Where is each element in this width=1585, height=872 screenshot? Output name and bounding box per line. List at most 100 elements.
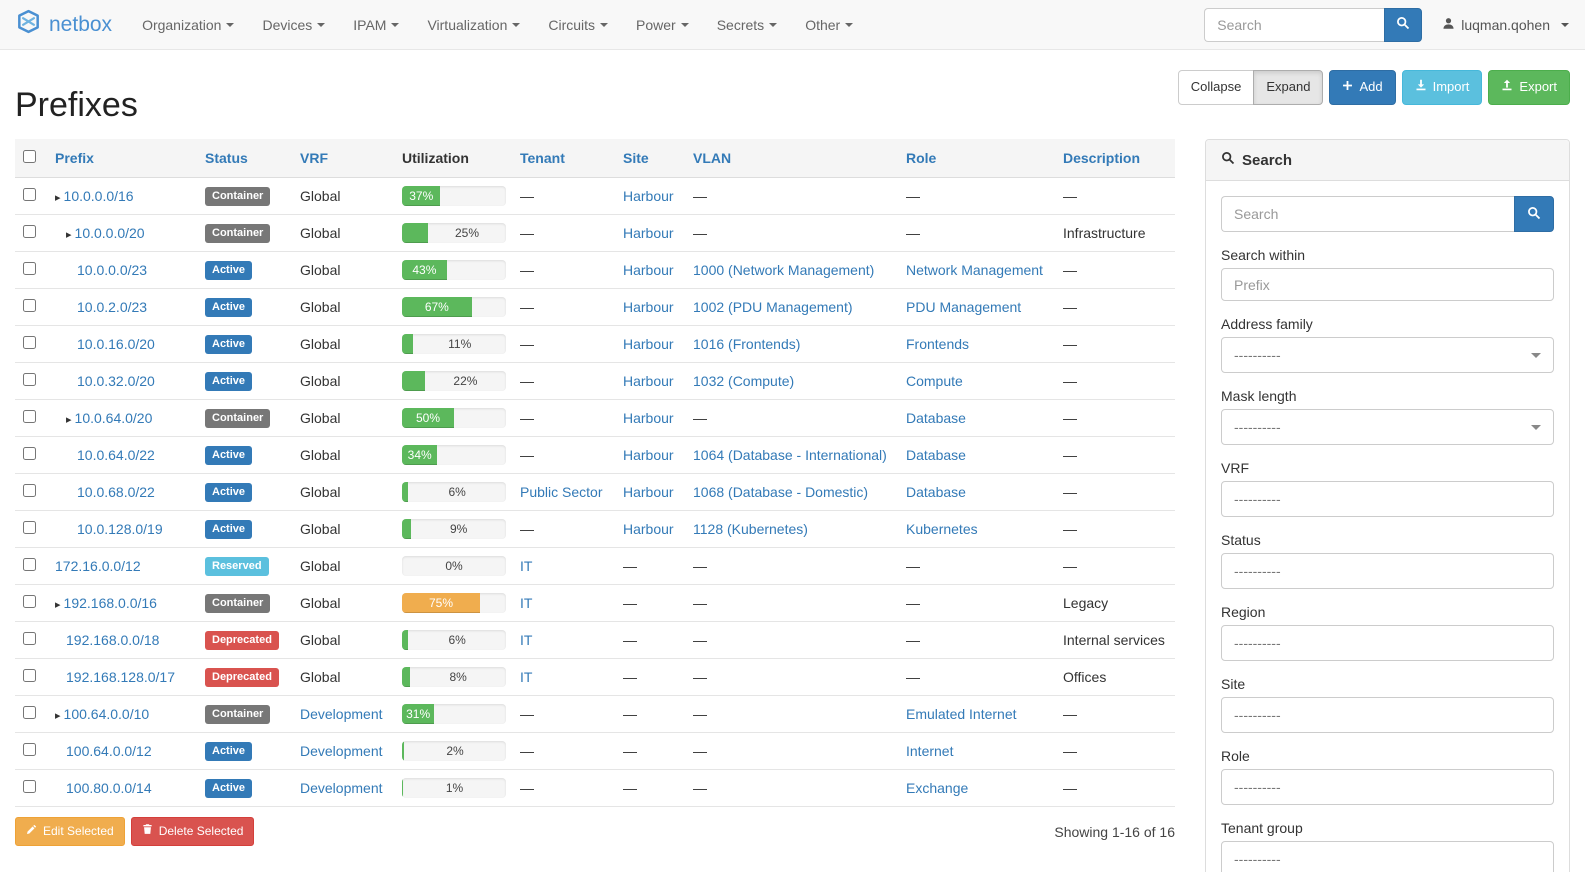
site-cell: — [615,621,685,659]
menu-ipam[interactable]: IPAM [339,0,413,50]
status-cell: Reserved [197,547,292,585]
row-checkbox[interactable] [23,780,36,793]
menu-devices[interactable]: Devices [248,0,339,50]
row-checkbox[interactable] [23,299,36,312]
prefix-link[interactable]: 10.0.0.0/23 [77,262,148,278]
row-checkbox[interactable] [23,595,36,608]
prefix-link[interactable]: 172.16.0.0/12 [55,558,141,574]
menu-other[interactable]: Other [791,0,867,50]
prefix-link[interactable]: 10.0.64.0/20 [74,410,153,426]
filter-search-within[interactable] [1221,268,1554,301]
status-cell: Active [197,436,292,474]
row-checkbox[interactable] [23,373,36,386]
column-header-tenant[interactable]: Tenant [520,150,565,166]
prefix-cell: ▸10.0.2.0/23 [47,288,197,326]
prefix-link[interactable]: 10.0.2.0/23 [77,299,148,315]
menu-organization[interactable]: Organization [128,0,248,50]
filter-role[interactable]: ---------- [1221,769,1554,805]
select-all-checkbox[interactable] [23,150,36,163]
column-header-status[interactable]: Status [205,150,248,166]
filter-search-button[interactable] [1514,196,1554,232]
tenant-cell: — [512,436,615,474]
role-cell: — [898,621,1055,659]
main-menu: Organization Devices IPAM Virtualization Cir… [128,0,867,50]
pencil-icon [26,823,37,840]
user-menu[interactable]: luqman.qohen [1442,17,1569,33]
table-row: ▸10.0.32.0/20 Active Global 22% — Harbou… [15,362,1175,400]
prefix-link[interactable]: 100.80.0.0/14 [66,780,152,796]
row-checkbox[interactable] [23,632,36,645]
row-checkbox[interactable] [23,188,36,201]
expand-caret-icon: ▸ [55,710,61,722]
filter-search-input[interactable] [1221,196,1514,232]
row-checkbox-cell [15,214,47,252]
filter-region[interactable]: ---------- [1221,625,1554,661]
global-search-input[interactable] [1204,7,1385,42]
prefix-link[interactable]: 100.64.0.0/12 [66,743,152,759]
row-checkbox[interactable] [23,706,36,719]
row-checkbox[interactable] [23,484,36,497]
row-checkbox[interactable] [23,447,36,460]
row-checkbox[interactable] [23,336,36,349]
column-header-vrf[interactable]: VRF [300,150,328,166]
prefix-link[interactable]: 10.0.0.0/20 [74,225,145,241]
global-search-button[interactable] [1384,7,1423,42]
menu-circuits[interactable]: Circuits [534,0,622,50]
description-cell: — [1055,695,1175,733]
export-button[interactable]: Export [1488,70,1570,105]
prefix-link[interactable]: 10.0.64.0/22 [77,447,155,463]
vlan-cell: 1000 (Network Management) [685,251,898,289]
row-checkbox[interactable] [23,225,36,238]
prefix-link[interactable]: 10.0.128.0/19 [77,521,163,537]
row-checkbox[interactable] [23,743,36,756]
column-header-vlan[interactable]: VLAN [693,150,732,166]
utilization-bar: 31% [402,704,506,724]
edit-selected-button[interactable]: Edit Selected [15,817,125,847]
filter-mask-length[interactable]: ---------- [1221,409,1554,445]
prefix-link[interactable]: 192.168.0.0/18 [66,632,160,648]
brand-link[interactable]: netbox [0,9,128,40]
column-header-role[interactable]: Role [906,150,937,166]
filter-vrf[interactable]: ---------- [1221,481,1554,517]
prefix-link[interactable]: 100.64.0.0/10 [63,706,150,722]
column-header-description[interactable]: Description [1063,150,1141,166]
table-row: ▸172.16.0.0/12 Reserved Global 0% IT — —… [15,547,1175,585]
prefix-link[interactable]: 10.0.0.0/16 [63,188,134,204]
tenant-cell: — [512,399,615,437]
filter-tenant-group[interactable]: ---------- [1221,841,1554,872]
filter-address-family[interactable]: ---------- [1221,337,1554,373]
row-checkbox[interactable] [23,262,36,275]
import-icon [1415,78,1427,97]
column-header-site[interactable]: Site [623,150,649,166]
prefix-link[interactable]: 10.0.32.0/20 [77,373,155,389]
expand-button[interactable]: Expand [1253,70,1324,105]
column-header-prefix[interactable]: Prefix [55,150,94,166]
prefix-link[interactable]: 10.0.68.0/22 [77,484,155,500]
table-header-row: Prefix Status VRF Utilization Tenant Site VLAN… [15,139,1175,178]
filter-label-role: Role [1221,748,1250,764]
row-checkbox[interactable] [23,410,36,423]
prefix-link[interactable]: 10.0.16.0/20 [77,336,155,352]
delete-selected-button[interactable]: Delete Selected [130,817,255,847]
status-badge: Reserved [205,557,269,576]
prefix-link[interactable]: 192.168.0.0/16 [63,595,157,611]
add-button[interactable]: Add [1329,70,1396,105]
menu-power[interactable]: Power [622,0,703,50]
collapse-button[interactable]: Collapse [1177,70,1255,105]
utilization-cell: 37% [394,178,512,215]
brand-text: netbox [49,12,113,36]
import-button[interactable]: Import [1401,70,1483,105]
row-checkbox[interactable] [23,558,36,571]
menu-virtualization[interactable]: Virtualization [413,0,534,50]
row-checkbox[interactable] [23,521,36,534]
table-row: ▸10.0.128.0/19 Active Global 9% — Harbou… [15,510,1175,548]
prefix-link[interactable]: 192.168.128.0/17 [66,669,175,685]
prefix-cell: ▸ 10.0.0.0/20 [47,214,197,252]
row-checkbox-cell [15,178,47,215]
row-checkbox-cell [15,251,47,289]
filter-site[interactable]: ---------- [1221,697,1554,733]
row-checkbox[interactable] [23,669,36,682]
description-cell: — [1055,325,1175,363]
filter-status[interactable]: ---------- [1221,553,1554,589]
menu-secrets[interactable]: Secrets [703,0,791,50]
